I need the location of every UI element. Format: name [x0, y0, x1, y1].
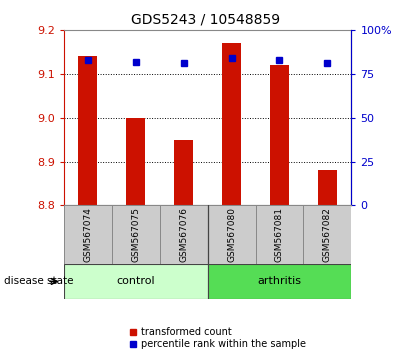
- Text: GSM567081: GSM567081: [275, 207, 284, 262]
- Bar: [159, 205, 208, 264]
- Bar: [208, 205, 256, 264]
- Bar: [222, 43, 241, 205]
- Text: GSM567082: GSM567082: [323, 207, 332, 262]
- Text: arthritis: arthritis: [257, 276, 302, 286]
- Bar: [126, 118, 145, 205]
- Bar: [64, 264, 208, 299]
- Bar: [256, 205, 303, 264]
- Text: GSM567075: GSM567075: [131, 207, 140, 262]
- Text: GSM567074: GSM567074: [83, 207, 92, 262]
- Text: disease state: disease state: [4, 276, 74, 286]
- Bar: [270, 65, 289, 205]
- Bar: [112, 205, 159, 264]
- Bar: [208, 264, 351, 299]
- Bar: [78, 56, 97, 205]
- Legend: transformed count, percentile rank within the sample: transformed count, percentile rank withi…: [129, 327, 306, 349]
- Text: GDS5243 / 10548859: GDS5243 / 10548859: [131, 12, 280, 27]
- Bar: [174, 139, 193, 205]
- Bar: [64, 205, 112, 264]
- Text: GSM567080: GSM567080: [227, 207, 236, 262]
- Text: control: control: [116, 276, 155, 286]
- Bar: [318, 170, 337, 205]
- Bar: [303, 205, 351, 264]
- Text: GSM567076: GSM567076: [179, 207, 188, 262]
